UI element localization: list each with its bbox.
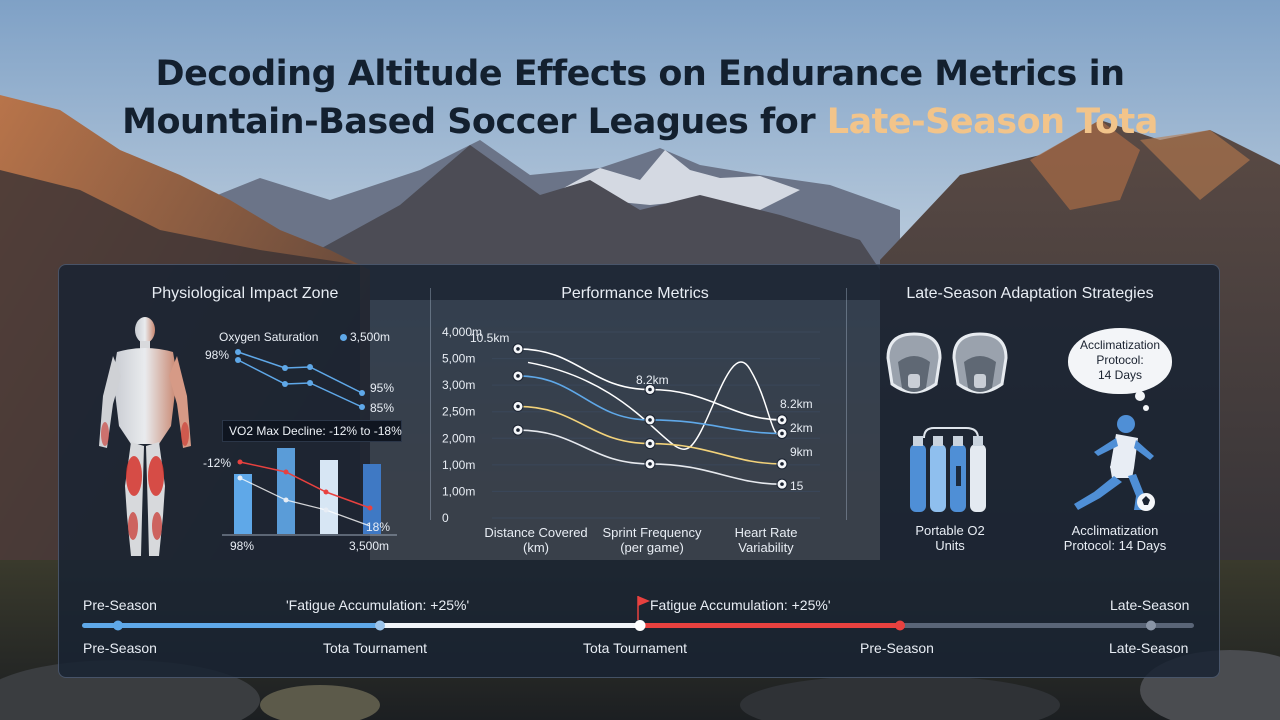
bubble-line-3: 14 Days [1097, 368, 1143, 382]
series-value-label-0: 10.5km [470, 331, 509, 345]
vo2-max-decline-label: VO2 Max Decline: -12% to -18% [222, 420, 402, 442]
series-value-label-5: 15 [790, 479, 804, 493]
acclimatization-thought-bubble: Acclimatization Protocol: 14 Days [1068, 328, 1172, 394]
vo2-bar-right-value: 18% [366, 520, 391, 534]
hrv-spike-line [527, 361, 783, 450]
vo2-axis-left: 98% [230, 539, 255, 553]
timeline-bottom-3: Tota Tournament [583, 640, 688, 656]
x-label-sprint-line2: (per game) [620, 540, 684, 555]
portable-o2-label-line2: Units [935, 538, 965, 553]
timeline-bottom-2: Tota Tournament [323, 640, 428, 656]
y-tick-label: 2,00m [442, 431, 475, 445]
bubble-line-1: Acclimatization [1079, 338, 1161, 352]
timeline-flag-icon [638, 596, 650, 606]
vo2-bar-2 [277, 448, 295, 534]
vo2-bar-1 [234, 474, 252, 534]
thought-bubble-tail [1135, 391, 1149, 411]
section-divider-1 [430, 288, 431, 520]
series-point-mark-2-2 [780, 462, 784, 466]
series-point-mark-1-2 [780, 431, 784, 436]
performance-line-chart: 4,000m 5,00m 3,00m 2,50m 2,00m 1,00m 1,00m 0 10.… [442, 325, 820, 525]
series-point-mark-2-0 [516, 404, 520, 409]
x-label-distance-line2: (km) [523, 540, 549, 555]
portable-o2-label: Portable O2 Units [890, 523, 1010, 553]
timeline-fatigue-1: 'Fatigue Accumulation: +25%' [286, 597, 470, 613]
timeline-node-1 [113, 620, 123, 631]
y-tick-label: 4,000m [442, 325, 482, 339]
title-highlight: Late-Season Tota [826, 102, 1159, 142]
portable-o2-icon [910, 427, 986, 512]
soccer-player-icon [1074, 415, 1155, 511]
page-title: Decoding Altitude Effects on Endurance M… [0, 50, 1280, 146]
timeline-node-3 [634, 620, 646, 631]
series-point-mark-0-1 [648, 387, 652, 392]
strategies-section-title: Late-Season Adaptation Strategies [906, 285, 1154, 302]
x-label-hrv: Heart Rate Variability [706, 525, 826, 555]
muscle-anatomy-figure [99, 317, 191, 556]
series-point-mark-1-1 [648, 418, 652, 422]
vo2-axis-right: 3,500m [349, 539, 390, 553]
series-point-mark-2-1 [648, 441, 652, 446]
oxygen-left-value: 98% [205, 348, 230, 362]
vo2-bar-chart [222, 448, 397, 536]
title-line-2: Mountain-Based Soccer Leagues for Late-S… [0, 98, 1280, 146]
x-label-sprint-line1: Sprint Frequency [602, 525, 702, 540]
timeline-fatigue-2: Fatigue Accumulation: +25%' [650, 597, 831, 613]
x-label-distance: Distance Covered (km) [476, 525, 596, 555]
y-tick-label: 5,00m [442, 352, 475, 366]
y-tick-label: 2,50m [442, 405, 475, 419]
y-tick-label: 1,00m [442, 458, 475, 472]
oxygen-value-85: 85% [370, 401, 395, 415]
y-tick-label: 1,00m [442, 484, 475, 498]
acclimatization-label: Acclimatization Protocol: 14 Days [1050, 523, 1180, 553]
y-tick-label: 3,00m [442, 378, 475, 392]
series-point-mark-0-0 [516, 347, 520, 351]
timeline-node-5 [1146, 620, 1156, 631]
vo2-bar-4 [363, 464, 381, 534]
timeline-bottom-4: Pre-Season [860, 640, 934, 656]
x-label-hrv-line2: Variability [738, 540, 794, 555]
x-label-sprint: Sprint Frequency (per game) [592, 525, 712, 555]
portable-o2-label-line1: Portable O2 [915, 523, 985, 538]
series-value-label-2: 8.2km [780, 397, 813, 411]
series-value-label-4: 9km [790, 445, 813, 459]
title-line-1: Decoding Altitude Effects on Endurance M… [155, 54, 1125, 94]
timeline-top-right: Late-Season [1110, 597, 1190, 613]
y-tick-label: 0 [442, 511, 449, 525]
physio-section-title: Physiological Impact Zone [151, 285, 339, 302]
series-point-mark-3-2 [780, 482, 784, 486]
series-value-label-1: 8.2km [636, 373, 669, 387]
title-line-2-plain: Mountain-Based Soccer Leagues for [122, 102, 827, 142]
vo2-bar-left-value: -12% [203, 456, 232, 470]
oxygen-legend-label: 3,500m [350, 330, 391, 344]
performance-section-title: Performance Metrics [561, 285, 709, 302]
timeline-node-2 [375, 620, 385, 631]
timeline-bottom-5: Late-Season [1109, 640, 1189, 656]
vo2-bar-3 [320, 460, 338, 534]
oxygen-saturation-chart [235, 349, 365, 410]
infographic-panel [58, 264, 1220, 678]
series-point-mark-0-2 [780, 418, 784, 422]
oxygen-saturation-label: Oxygen Saturation [219, 330, 319, 344]
oxygen-value-95: 95% [370, 381, 395, 395]
altitude-mask-icon [886, 332, 1008, 394]
section-divider-2 [846, 288, 847, 520]
x-label-distance-line1: Distance Covered [484, 525, 588, 540]
series-point-mark-3-0 [516, 428, 520, 432]
bubble-line-2: Protocol: [1096, 353, 1144, 367]
x-label-hrv-line1: Heart Rate [734, 525, 798, 540]
acclimatization-label-line2: Protocol: 14 Days [1063, 538, 1167, 553]
season-timeline [82, 596, 1194, 631]
timeline-node-4 [895, 620, 905, 631]
acclimatization-label-line1: Acclimatization [1071, 523, 1159, 538]
timeline-bottom-1: Pre-Season [83, 640, 157, 656]
series-point-mark-1-0 [516, 374, 520, 378]
oxygen-legend-dot [340, 334, 347, 341]
series-point-mark-3-1 [648, 462, 652, 466]
timeline-top-left: Pre-Season [83, 597, 157, 613]
series-value-label-3: 2km [790, 421, 813, 435]
